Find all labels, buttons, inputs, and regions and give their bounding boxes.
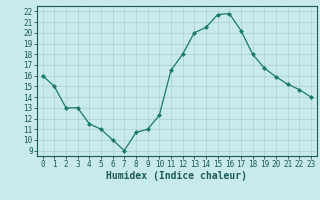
X-axis label: Humidex (Indice chaleur): Humidex (Indice chaleur) (106, 171, 247, 181)
